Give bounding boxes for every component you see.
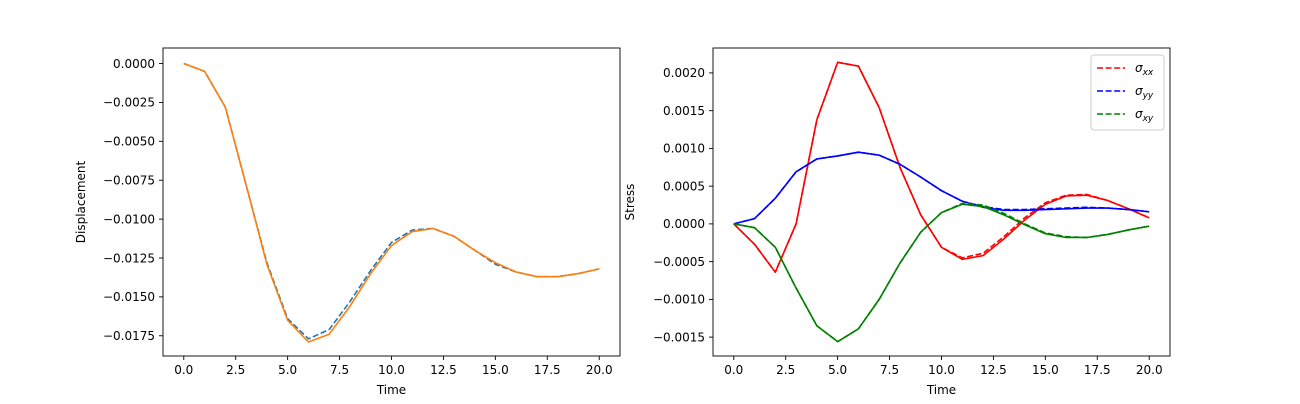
legend-symbol: σ (1135, 61, 1143, 75)
stress-series-line-1 (733, 61, 1150, 274)
stress-series-line-0 (733, 61, 1150, 274)
stress-xtick-label: 5.0 (828, 363, 847, 377)
legend-subscript: yy (1142, 91, 1154, 101)
displacement-series-line-1 (183, 62, 600, 343)
legend-symbol: σ (1135, 84, 1143, 98)
legend-label-xx: σxx (1135, 61, 1154, 78)
stress-ytick-label: 0.0020 (663, 66, 705, 80)
displacement-axes: 0.0 2.5 5.0 7.5 10.0 12.5 15.0 17.5 20.0 0.0000 −0… (74, 47, 621, 397)
displacement-xtick-label: 20.0 (586, 363, 613, 377)
stress-series-line-5 (733, 202, 1150, 343)
displacement-xtick-label: 15.0 (482, 363, 509, 377)
legend-symbol: σ (1135, 107, 1143, 121)
stress-xtick-label: 20.0 (1136, 363, 1163, 377)
stress-xlabel: Time (926, 383, 956, 397)
legend-subscript: xx (1142, 68, 1154, 78)
displacement-xtick-label: 0.0 (174, 363, 193, 377)
displacement-xtick-label: 2.5 (226, 363, 245, 377)
stress-xtick-label: 12.5 (980, 363, 1007, 377)
displacement-ytick-label: −0.0025 (103, 96, 155, 110)
displacement-ytick-label: −0.0050 (103, 135, 155, 149)
stress-ylabel: Stress (623, 184, 637, 221)
displacement-xtick-label: 5.0 (278, 363, 297, 377)
legend-label-yy: σyy (1135, 84, 1154, 101)
stress-series-group (733, 61, 1150, 343)
stress-xtick-label: 10.0 (928, 363, 955, 377)
stress-axes: 0.0 2.5 5.0 7.5 10.0 12.5 15.0 17.5 20.0 0.0020 0.… (623, 47, 1171, 397)
displacement-ytick-label: −0.0100 (103, 212, 155, 226)
displacement-series-group (183, 62, 600, 343)
stress-ytick-label: 0.0015 (663, 104, 705, 118)
displacement-xtick-label: 12.5 (430, 363, 457, 377)
stress-xtick-label: 7.5 (880, 363, 899, 377)
stress-xtick-label: 2.5 (776, 363, 795, 377)
displacement-xlabel: Time (376, 383, 406, 397)
stress-ytick-label: 0.0010 (663, 142, 705, 156)
legend-box (1090, 54, 1165, 131)
displacement-ylabel: Displacement (74, 160, 88, 243)
legend-label-xy: σxy (1135, 107, 1154, 124)
displacement-ytick-label: −0.0075 (103, 174, 155, 188)
stress-xtick-label: 17.5 (1084, 363, 1111, 377)
displacement-frame (162, 47, 621, 357)
stress-xtick-label: 0.0 (724, 363, 743, 377)
stress-ytick-label: −0.0010 (653, 293, 705, 307)
displacement-xtick-label: 10.0 (378, 363, 405, 377)
stress-ytick-label: 0.0000 (663, 217, 705, 231)
stress-ytick-label: −0.0015 (653, 330, 705, 344)
stress-ytick-label: −0.0005 (653, 255, 705, 269)
displacement-ytick-label: 0.0000 (113, 57, 155, 71)
stress-xtick-label: 15.0 (1032, 363, 1059, 377)
legend-subscript: xy (1142, 114, 1154, 124)
displacement-xtick-label: 7.5 (330, 363, 349, 377)
displacement-ytick-label: −0.0150 (103, 290, 155, 304)
displacement-xtick-label: 17.5 (534, 363, 561, 377)
stress-ytick-label: 0.0005 (663, 179, 705, 193)
displacement-ytick-label: −0.0125 (103, 251, 155, 265)
displacement-series-line-0 (183, 62, 600, 340)
displacement-ytick-label: −0.0175 (103, 329, 155, 343)
stress-series-line-3 (733, 151, 1150, 225)
